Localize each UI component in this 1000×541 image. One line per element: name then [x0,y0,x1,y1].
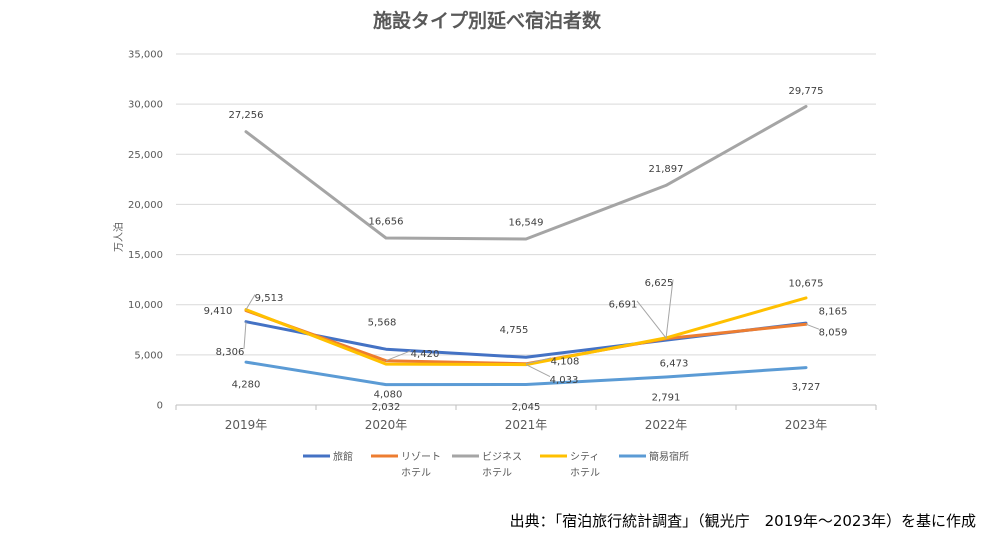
y-tick-label: 15,000 [128,250,163,261]
data-label: 4,033 [550,375,579,386]
data-label: 4,080 [374,390,403,401]
data-label: 5,568 [368,318,397,329]
legend-label: 簡易宿所 [649,450,689,463]
data-label-leader [665,279,674,339]
y-tick-label: 35,000 [128,50,163,61]
series-lines [244,104,808,387]
grid [176,53,876,406]
data-label: 8,059 [819,328,848,339]
data-label-leader [805,323,820,330]
data-label-leader [525,357,552,365]
chart-title: 施設タイプ別延べ宿泊者数 [373,9,602,32]
data-label: 3,727 [792,382,821,393]
x-tick-label: 2023年 [785,418,828,432]
data-label: 6,691 [609,299,638,310]
y-axis-label: 万人泊 [113,222,125,252]
data-label: 16,656 [369,216,404,227]
y-tick-label: 20,000 [128,200,163,211]
x-axis-ticks: 2019年 2020年 2021年 2022年 2023年 [175,405,877,432]
legend-label: リゾート [401,451,441,463]
y-tick-label: 10,000 [128,300,163,311]
data-label: 21,897 [649,164,684,175]
legend-label: ホテル [570,467,600,479]
data-labels: 8,306 5,568 4,755 6,473 8,165 9,410 4,420 4,108… [204,86,848,413]
legend-label: ビジネス [482,451,522,463]
legend-label: ホテル [482,467,512,479]
data-label: 8,306 [216,347,245,358]
data-label: 4,108 [551,356,580,367]
data-label: 16,549 [509,218,544,229]
y-tick-label: 30,000 [128,100,163,111]
legend-label: ホテル [401,467,431,479]
series-line [244,104,808,241]
x-tick-label: 2021年 [505,418,548,432]
source-note: 出典：「宿泊旅行統計調査」（観光庁 2019年～2023年）を基に作成 [509,512,976,530]
data-label: 2,045 [512,402,541,413]
y-axis-ticks: 0 5,000 10,000 15,000 20,000 25,000 30,000 35,0… [128,50,163,412]
x-tick-label: 2020年 [365,418,408,432]
data-label-leader [245,294,256,310]
data-label: 27,256 [229,110,264,121]
data-label: 10,675 [789,278,824,289]
data-label: 9,513 [255,293,284,304]
data-label: 4,280 [232,380,261,391]
data-label: 29,775 [789,86,824,97]
legend-label: シティ [570,452,599,463]
data-label: 6,473 [660,359,689,370]
data-label: 8,165 [819,307,848,318]
data-label-leader [243,321,247,349]
legend-item: 簡易宿所 [619,450,689,463]
series-line [244,360,808,387]
data-label-leader [525,364,551,378]
legend-label: 旅館 [333,450,353,463]
x-tick-label: 2019年 [225,418,268,432]
data-label: 2,032 [372,402,401,413]
data-label: 4,755 [500,325,529,336]
data-label: 9,410 [204,306,233,317]
y-tick-label: 25,000 [128,150,163,161]
data-label: 2,791 [652,393,681,404]
y-tick-label: 5,000 [134,350,163,361]
data-label: 4,420 [411,349,440,360]
data-label-leader [636,300,667,339]
data-label: 6,625 [645,278,674,289]
y-tick-label: 0 [157,401,163,412]
data-label-leader [385,350,412,362]
legend-item: 旅館 [303,450,353,463]
x-tick-label: 2022年 [645,418,688,432]
